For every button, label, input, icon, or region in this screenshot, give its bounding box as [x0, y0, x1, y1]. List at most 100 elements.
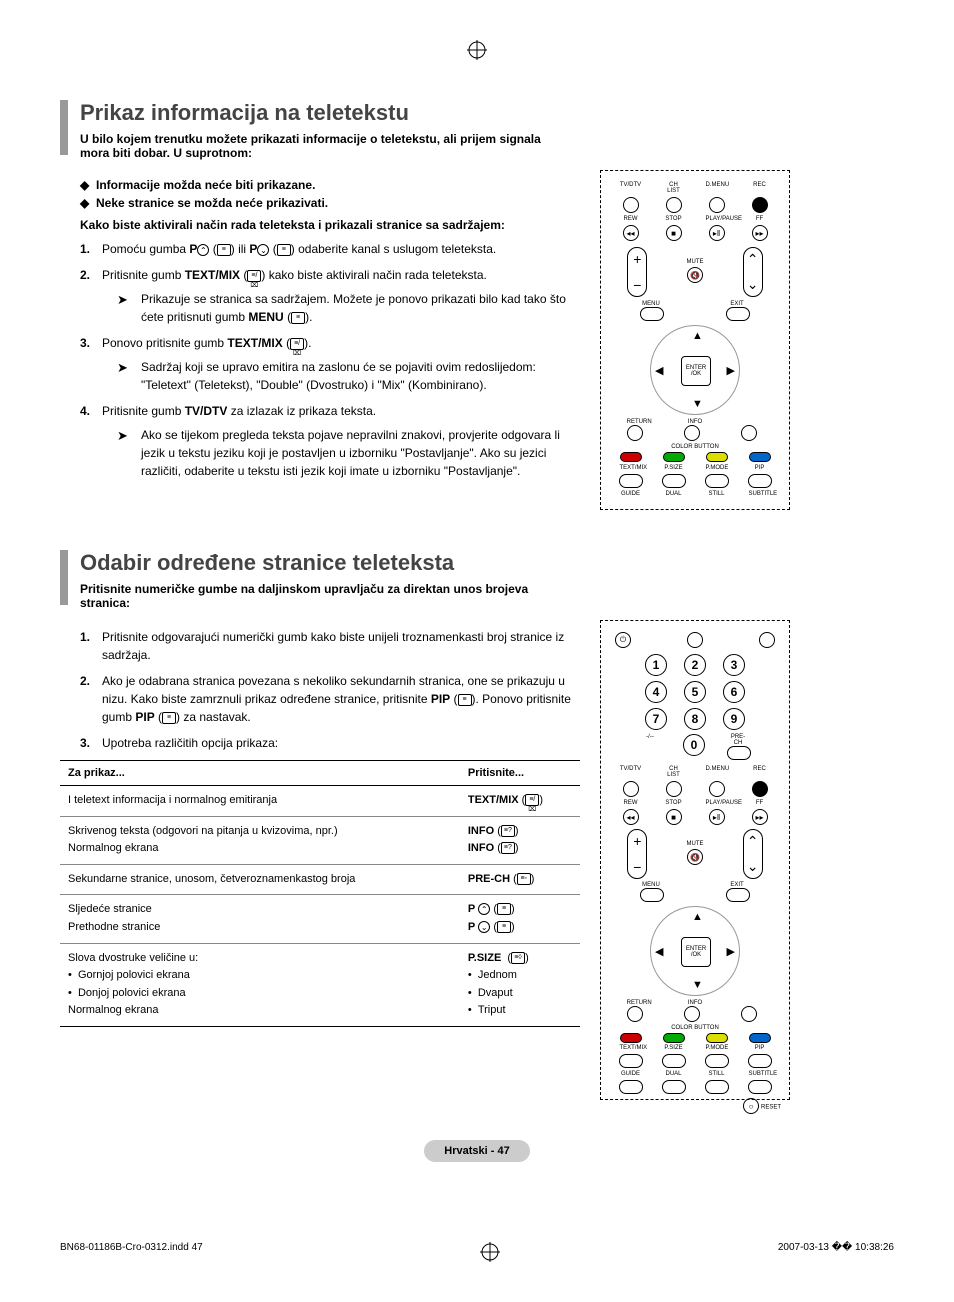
remote-pip-btn: [748, 474, 772, 488]
doc-timestamp: 2007-03-13 �� 10:38:26: [778, 1242, 894, 1262]
registration-mark-bottom: [480, 1242, 500, 1262]
remote-num-9: 9: [723, 708, 745, 730]
table-row: Sljedeće stranice Prethodne stranice P ⌃…: [60, 895, 580, 943]
remote-btn: [623, 781, 639, 797]
remote-reset-btn: ○: [743, 1098, 759, 1114]
step-4-sub: Ako se tijekom pregleda teksta pojave ne…: [117, 426, 580, 480]
remote-num-8: 8: [684, 708, 706, 730]
arrow-down-icon: ▼: [692, 398, 703, 410]
down-icon: ⌄: [478, 921, 490, 933]
remote-stop-icon: ■: [666, 809, 682, 825]
table-row: I teletext informacija i normalnog emiti…: [60, 786, 580, 817]
remote-pmode-btn: [705, 474, 729, 488]
section-intro: Pritisnite numeričke gumbe na daljinskom…: [80, 582, 560, 610]
remote-pmode-btn: [705, 1054, 729, 1068]
arrow-right-icon: ▶: [727, 945, 735, 958]
remote-rew-icon: ◂◂: [623, 809, 639, 825]
remote-red-btn: [620, 1033, 642, 1043]
remote-dpad: ▲ ▼ ◀ ▶ ENTER /OK: [650, 906, 740, 996]
remote-rec-btn: [752, 781, 768, 797]
bullet-item: Neke stranice se možda neće prikazivati.: [80, 196, 580, 210]
remote-play-icon: ▸‖: [709, 225, 725, 241]
step-3: 3. Ponovo pritisnite gumb TEXT/MIX (≡/⌧)…: [80, 334, 580, 394]
up-icon: ⌃: [478, 903, 490, 915]
remote-btn: [705, 1080, 729, 1094]
menu-icon: ≡: [291, 312, 305, 324]
remote-num-7: 7: [645, 708, 667, 730]
ttx-icon: ≡: [217, 244, 231, 256]
doc-filename: BN68-01186B-Cro-0312.indd 47: [60, 1242, 203, 1262]
section-title: Prikaz informacija na teletekstu: [80, 100, 560, 126]
remote-num-0: 0: [683, 734, 705, 756]
remote-rec-btn: [752, 197, 768, 213]
remote-enter-btn: ENTER /OK: [681, 937, 711, 967]
step-3-sub: Sadržaj koji se upravo emitira na zaslon…: [117, 358, 580, 394]
remote-return-btn: [627, 425, 643, 441]
pip-icon: ≡: [162, 712, 176, 724]
remote-btn: [748, 1080, 772, 1094]
options-table: Za prikaz... Pritisnite... I teletext in…: [60, 760, 580, 1027]
section-title: Odabir određene stranice teleteksta: [80, 550, 560, 576]
arrow-down-icon: ▼: [692, 979, 703, 991]
arrow-up-icon: ▲: [692, 330, 703, 342]
remote-mute-icon: 🔇: [687, 267, 703, 283]
remote-green-btn: [663, 1033, 685, 1043]
section-bar: [60, 550, 68, 605]
remote-volume: +−: [627, 247, 647, 297]
section-intro: U bilo kojem trenutku možete prikazati i…: [80, 132, 560, 160]
section1-body: Informacije možda neće biti prikazane. N…: [60, 170, 580, 510]
remote-btn: [619, 1080, 643, 1094]
remote-exit-btn: [726, 888, 750, 902]
remote-btn: [759, 632, 775, 648]
remote-red-btn: [620, 452, 642, 462]
registration-mark-top: [467, 40, 487, 60]
remote-num-3: 3: [723, 654, 745, 676]
bullet-item: Informacije možda neće biti prikazane.: [80, 178, 580, 192]
up-icon: ⌃: [197, 244, 209, 256]
remote-yellow-btn: [706, 452, 728, 462]
remote-play-icon: ▸‖: [709, 809, 725, 825]
arrow-right-icon: ▶: [727, 364, 735, 377]
remote-diagram-2: ⏻ 1 2 3 4 5 6 7 8 9 -/-- 0: [600, 620, 790, 1100]
remote-num-4: 4: [645, 681, 667, 703]
info-icon: ≡?: [501, 825, 515, 837]
remote-num-6: 6: [723, 681, 745, 703]
remote-blue-btn: [749, 452, 771, 462]
remote-diagram-1: TV/DTV CH LIST D.MENU REC REW STOP PLAY/…: [600, 170, 790, 510]
down-icon: ⌄: [257, 244, 269, 256]
step-1: 1. Pritisnite odgovarajući numerički gum…: [80, 628, 580, 664]
section-teletext-info: Prikaz informacija na teletekstu U bilo …: [60, 100, 894, 510]
page-footer: Hrvatski - 47: [60, 1140, 894, 1162]
step-2: 2. Ako je odabrana stranica povezana s n…: [80, 672, 580, 726]
arrow-left-icon: ◀: [655, 364, 663, 377]
remote-dpad: ▲ ▼ ◀ ▶ ENTER /OK: [650, 325, 740, 415]
remote-btn: [666, 197, 682, 213]
step-2: 2. Pritisnite gumb TEXT/MIX (≡/⌧) kako b…: [80, 266, 580, 326]
remote-rew-icon: ◂◂: [623, 225, 639, 241]
remote-channel: ⌃⌄: [743, 829, 763, 879]
remote-num-1: 1: [645, 654, 667, 676]
remote-blue-btn: [749, 1033, 771, 1043]
remote-textmix-btn: [619, 474, 643, 488]
remote-stop-icon: ■: [666, 225, 682, 241]
step-2-sub: Prikazuje se stranica sa sadržajem. Može…: [117, 290, 580, 326]
remote-btn: [709, 781, 725, 797]
psize-icon: ≡◊: [511, 952, 525, 964]
remote-num-2: 2: [684, 654, 706, 676]
pip-icon: ≡: [458, 694, 472, 706]
remote-enter-btn: ENTER /OK: [681, 356, 711, 386]
remote-psize-btn: [662, 474, 686, 488]
remote-channel: ⌃⌄: [743, 247, 763, 297]
remote-info-btn: [684, 425, 700, 441]
remote-return-btn: [627, 1006, 643, 1022]
remote-btn: [666, 781, 682, 797]
remote-pip-btn: [748, 1054, 772, 1068]
section2-body: 1. Pritisnite odgovarajući numerički gum…: [60, 620, 580, 1100]
info-icon: ≡?: [501, 842, 515, 854]
textmix-icon: ≡/⌧: [247, 270, 261, 282]
ttx-icon: ≡: [497, 903, 511, 915]
remote-menu-btn: [640, 888, 664, 902]
table-header: Za prikaz...: [60, 761, 460, 786]
remote-btn: [741, 1006, 757, 1022]
textmix-icon: ≡/⌧: [525, 794, 539, 806]
